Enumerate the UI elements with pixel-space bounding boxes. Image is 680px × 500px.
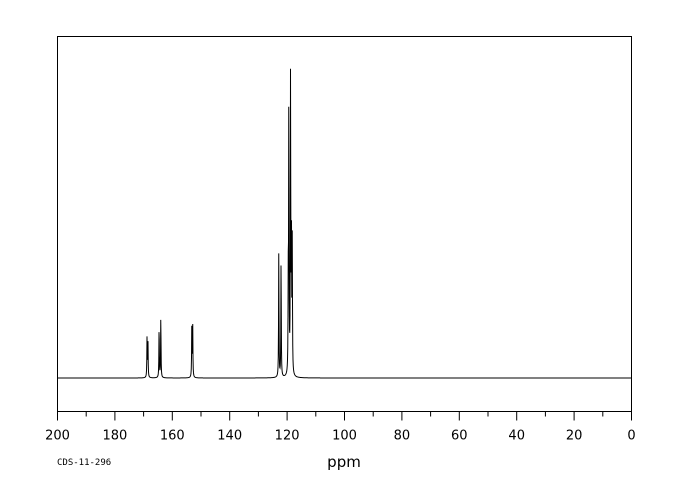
tick-label: 100 (332, 429, 357, 444)
plot-frame (57, 36, 632, 412)
tick-label: 200 (45, 429, 70, 444)
tick-label: 20 (566, 429, 583, 444)
tick-label: 0 (627, 429, 635, 444)
tick-label: 40 (508, 429, 525, 444)
x-axis-tick-labels: 200 180 160 140 120 100 80 60 40 20 0 (45, 429, 636, 444)
x-axis-ticks (57, 411, 632, 421)
sample-code-label: CDS-11-296 (57, 458, 111, 468)
tick-label: 160 (160, 429, 185, 444)
tick-label: 180 (102, 429, 127, 444)
tick-label: 80 (394, 429, 411, 444)
tick-label: 140 (217, 429, 242, 444)
tick-label: 120 (275, 429, 300, 444)
x-axis-title: ppm (327, 453, 361, 471)
spectrum-trace (57, 68, 632, 379)
tick-label: 60 (451, 429, 468, 444)
